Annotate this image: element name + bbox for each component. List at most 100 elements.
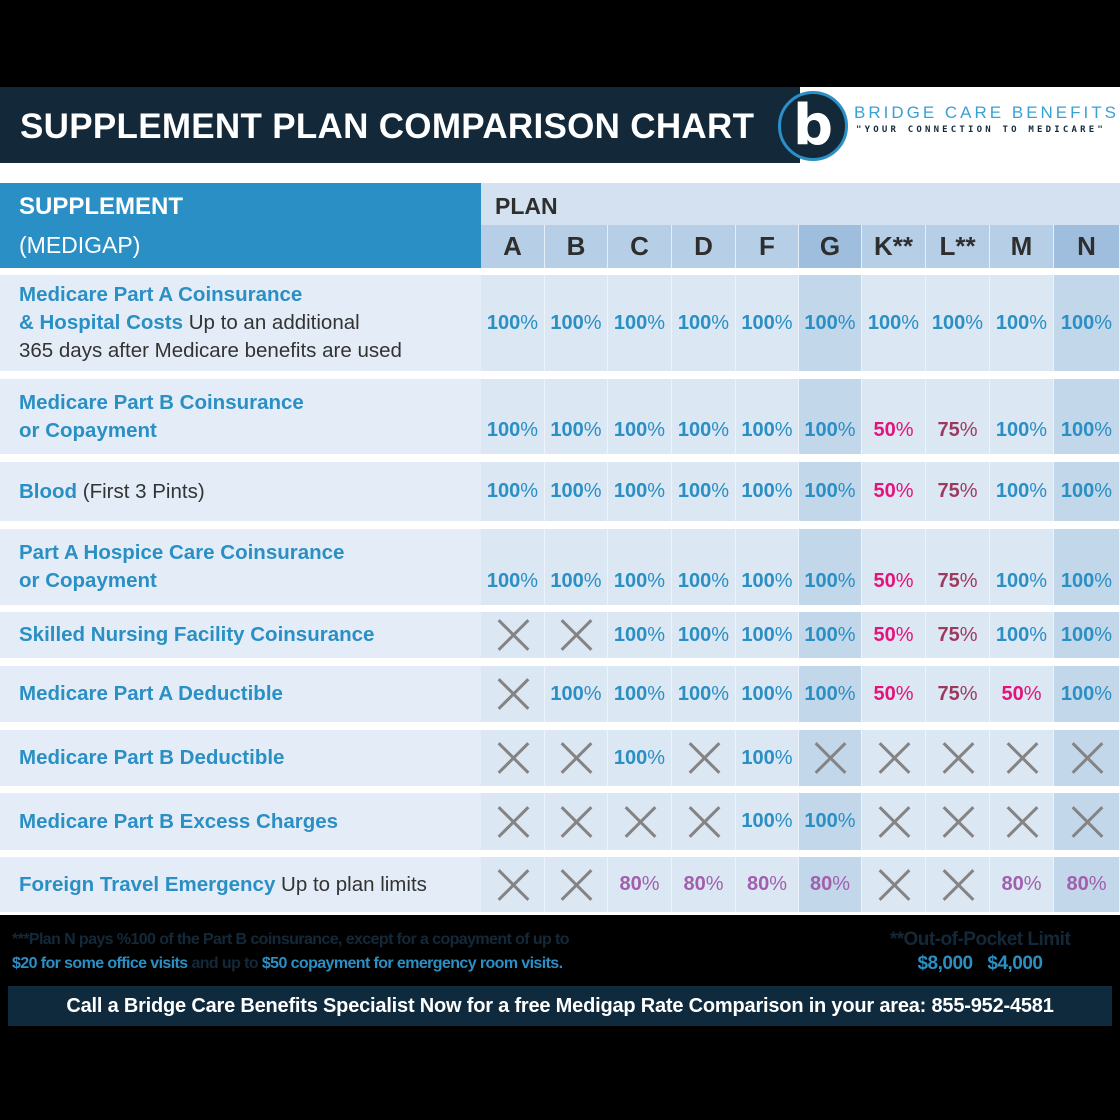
benefit-label: Medicare Part B Excess Charges xyxy=(0,793,481,850)
coverage-value: 100% xyxy=(995,570,1048,592)
coverage-cell-f: 80% xyxy=(736,857,799,912)
benefit-label: Medicare Part B Coinsurance or Copayment xyxy=(0,379,481,454)
coverage-value: 100% xyxy=(677,623,730,646)
brand-tagline: "YOUR CONNECTION TO MEDICARE" xyxy=(856,125,1106,135)
coverage-value: 100% xyxy=(804,419,856,441)
x-mark-icon xyxy=(813,741,847,775)
coverage-value: 100% xyxy=(741,311,793,334)
coverage-value: 100% xyxy=(1060,570,1113,592)
coverage-value: 100% xyxy=(995,419,1048,441)
coverage-value: 100% xyxy=(677,311,730,334)
coverage-cell-l xyxy=(926,857,990,912)
x-mark-icon xyxy=(1005,805,1039,839)
coverage-cell-k xyxy=(862,857,926,912)
coverage-cell-m: 100% xyxy=(990,612,1054,658)
plan-header-m: M xyxy=(990,225,1054,268)
x-mark-icon xyxy=(687,741,721,775)
coverage-cell-d: 80% xyxy=(672,857,736,912)
coverage-value: 100% xyxy=(741,623,793,646)
coverage-cell-a: 100% xyxy=(481,529,545,605)
coverage-cell-g: 100% xyxy=(799,275,862,371)
coverage-value: 100% xyxy=(613,623,666,646)
coverage-cell-k: 50% xyxy=(862,666,926,722)
x-mark-icon xyxy=(496,618,530,652)
coverage-cell-a xyxy=(481,730,545,786)
coverage-value: 100% xyxy=(1060,623,1113,646)
coverage-value: 100% xyxy=(613,746,666,769)
coverage-cell-d: 100% xyxy=(672,529,736,605)
x-mark-icon xyxy=(559,868,593,902)
coverage-cell-b xyxy=(545,857,608,912)
coverage-cell-d: 100% xyxy=(672,666,736,722)
letter-b-logo-icon: b xyxy=(778,91,848,161)
coverage-value: 100% xyxy=(995,480,1048,502)
coverage-value: 100% xyxy=(1060,419,1113,441)
coverage-value: 100% xyxy=(486,570,539,592)
coverage-value: 100% xyxy=(741,480,793,502)
coverage-value: 100% xyxy=(486,480,539,502)
x-mark-icon xyxy=(496,741,530,775)
coverage-cell-m xyxy=(990,793,1054,850)
plan-header-f: F xyxy=(736,225,799,268)
coverage-cell-b: 100% xyxy=(545,275,608,371)
brand-name: BRIDGE CARE BENEFITS xyxy=(854,103,1119,122)
coverage-cell-f: 100% xyxy=(736,529,799,605)
coverage-value: 100% xyxy=(550,682,602,705)
coverage-value: 100% xyxy=(804,570,856,592)
coverage-cell-c: 100% xyxy=(608,529,672,605)
coverage-value: 100% xyxy=(613,570,666,592)
coverage-cell-l xyxy=(926,793,990,850)
coverage-cell-g: 100% xyxy=(799,612,862,658)
coverage-cell-c: 100% xyxy=(608,379,672,454)
coverage-cell-n: 100% xyxy=(1054,379,1120,454)
x-mark-icon xyxy=(559,741,593,775)
coverage-value: 100% xyxy=(867,311,920,334)
benefit-label: Blood (First 3 Pints) xyxy=(0,462,481,521)
call-to-action-bar: Call a Bridge Care Benefits Specialist N… xyxy=(8,986,1112,1026)
coverage-cell-l: 75% xyxy=(926,462,990,521)
x-mark-icon xyxy=(941,741,975,775)
coverage-cell-b xyxy=(545,793,608,850)
coverage-cell-c: 100% xyxy=(608,666,672,722)
x-mark-icon xyxy=(1005,741,1039,775)
coverage-value: 100% xyxy=(613,311,666,334)
coverage-value: 80% xyxy=(1066,873,1107,895)
coverage-cell-f: 100% xyxy=(736,666,799,722)
coverage-value: 100% xyxy=(804,810,856,832)
coverage-cell-c: 80% xyxy=(608,857,672,912)
coverage-cell-n: 100% xyxy=(1054,529,1120,605)
cta-text: Call a Bridge Care Benefits Specialist N… xyxy=(66,994,1054,1017)
coverage-cell-g: 80% xyxy=(799,857,862,912)
plan-header-c: C xyxy=(608,225,672,268)
coverage-cell-g: 100% xyxy=(799,379,862,454)
x-mark-icon xyxy=(687,805,721,839)
coverage-value: 75% xyxy=(937,623,978,646)
coverage-cell-l: 75% xyxy=(926,529,990,605)
coverage-value: 80% xyxy=(619,873,660,895)
coverage-cell-m xyxy=(990,730,1054,786)
coverage-cell-k: 50% xyxy=(862,612,926,658)
coverage-cell-m: 80% xyxy=(990,857,1054,912)
x-mark-icon xyxy=(496,677,530,711)
coverage-cell-g: 100% xyxy=(799,793,862,850)
coverage-value: 100% xyxy=(804,480,856,502)
plan-header-l: L** xyxy=(926,225,990,268)
benefit-label: Part A Hospice Care Coinsurance or Copaym… xyxy=(0,529,481,605)
coverage-cell-c: 100% xyxy=(608,730,672,786)
coverage-cell-f: 100% xyxy=(736,379,799,454)
coverage-cell-k: 100% xyxy=(862,275,926,371)
coverage-cell-a xyxy=(481,857,545,912)
coverage-cell-l: 100% xyxy=(926,275,990,371)
coverage-value: 100% xyxy=(931,311,984,334)
coverage-cell-l xyxy=(926,730,990,786)
plan-header-d: D xyxy=(672,225,736,268)
x-mark-icon xyxy=(559,805,593,839)
coverage-value: 75% xyxy=(937,480,978,502)
coverage-value: 100% xyxy=(741,682,793,705)
x-mark-icon xyxy=(877,805,911,839)
x-mark-icon xyxy=(496,805,530,839)
coverage-cell-f: 100% xyxy=(736,793,799,850)
coverage-cell-n: 100% xyxy=(1054,462,1120,521)
coverage-cell-l: 75% xyxy=(926,666,990,722)
coverage-cell-b xyxy=(545,730,608,786)
